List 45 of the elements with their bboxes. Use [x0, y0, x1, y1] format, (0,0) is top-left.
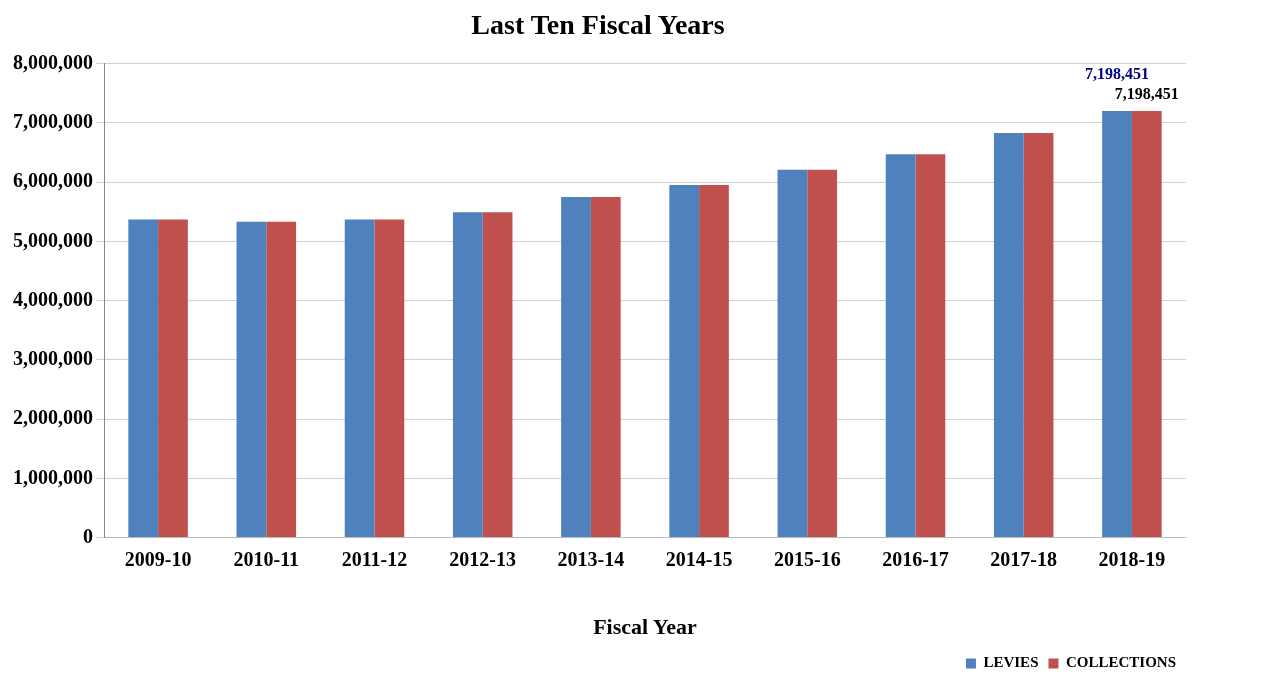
- bar: [374, 219, 405, 538]
- bar: [885, 154, 916, 538]
- bar: [266, 221, 297, 538]
- bar: [452, 212, 483, 538]
- x-tick-label: 2014-15: [665, 547, 733, 570]
- x-tick-label: 2012-13: [449, 547, 517, 570]
- bar: [807, 169, 838, 538]
- x-tick-label: 2009-10: [124, 547, 192, 570]
- y-tick-label: 5,000,000: [13, 228, 93, 251]
- bar: [158, 219, 188, 538]
- x-tick-label: 2013-14: [557, 547, 625, 570]
- data-label: 7,198,451: [1085, 65, 1150, 83]
- y-tick-label: 1,000,000: [13, 465, 93, 488]
- y-tick-label: 2,000,000: [13, 406, 93, 429]
- chart-title: Last Ten Fiscal Years: [471, 9, 725, 41]
- x-tick-label: 2016-17: [882, 547, 949, 570]
- bar: [482, 212, 513, 538]
- bar: [993, 132, 1024, 538]
- bar: [561, 196, 591, 538]
- x-tick-label: 2018-19: [1098, 547, 1166, 570]
- data-label: 7,198,451: [1114, 85, 1179, 103]
- x-tick-label: 2010-11: [233, 547, 300, 570]
- x-tick-label: 2017-18: [990, 547, 1058, 570]
- x-tick-label: 2015-16: [773, 547, 841, 570]
- bar: [236, 221, 267, 538]
- bar: [777, 169, 808, 538]
- bar: [699, 185, 729, 538]
- x-tick-label: 2011-12: [341, 547, 408, 570]
- y-tick-label: 8,000,000: [13, 50, 93, 73]
- y-tick-label: 4,000,000: [13, 287, 93, 310]
- bar: [590, 196, 621, 538]
- bar: [669, 185, 700, 538]
- y-tick-label: 7,000,000: [13, 110, 93, 133]
- y-tick-label: 6,000,000: [13, 169, 93, 192]
- legend-label: LEVIES: [983, 654, 1039, 671]
- legend-label: COLLECTIONS: [1065, 654, 1177, 671]
- bar: [1023, 132, 1054, 538]
- bar: [344, 219, 375, 538]
- bar: [915, 154, 946, 538]
- x-axis-title: Fiscal Year: [593, 614, 698, 640]
- bar: [1102, 111, 1132, 538]
- y-tick-label: 0: [83, 524, 93, 547]
- bar: [1131, 111, 1162, 538]
- y-tick-label: 3,000,000: [13, 347, 93, 370]
- bar: [128, 219, 159, 538]
